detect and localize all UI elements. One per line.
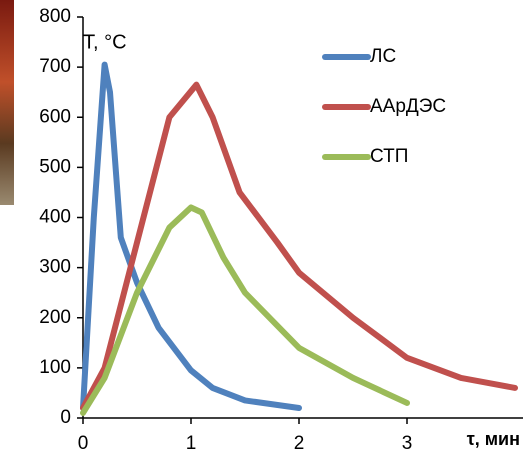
legend-label: ААрДЭС <box>370 96 446 117</box>
y-tick-label: 400 <box>39 207 71 228</box>
y-tick-label: 300 <box>39 257 71 278</box>
y-tick-label: 500 <box>39 156 71 177</box>
y-tick-label: 800 <box>39 6 71 27</box>
legend-label: СТП <box>370 146 408 167</box>
series-line <box>80 204 410 416</box>
y-tick-label: 600 <box>39 106 71 127</box>
y-tick-label: 100 <box>39 357 71 378</box>
x-tick-label: 3 <box>402 433 413 454</box>
photo-fragment <box>0 0 14 205</box>
series-line <box>80 81 518 411</box>
series-line <box>80 61 302 411</box>
legend-label: ЛС <box>370 46 396 67</box>
y-tick-label: 200 <box>39 307 71 328</box>
y-tick-label: 700 <box>39 56 71 77</box>
y-axis-label: Т, °C <box>83 31 127 53</box>
y-tick-label: 0 <box>60 407 71 428</box>
x-tick-label: 2 <box>294 433 305 454</box>
x-tick-label: 0 <box>78 433 89 454</box>
x-axis-label: τ, мин <box>467 429 520 449</box>
x-tick-label: 1 <box>186 433 197 454</box>
